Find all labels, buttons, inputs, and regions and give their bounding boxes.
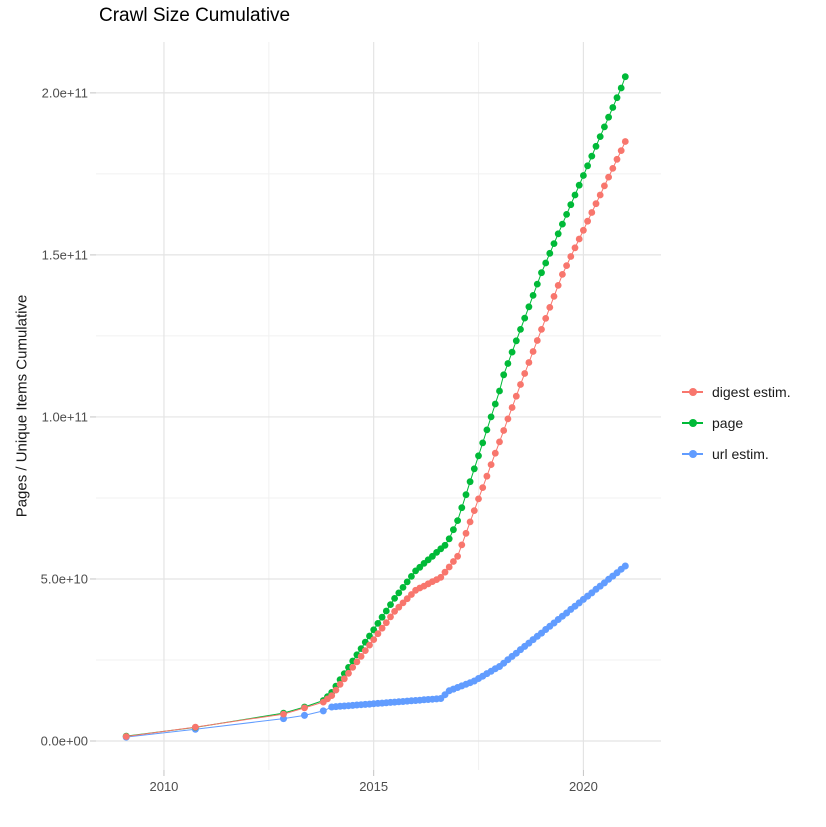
- x-tick-label: 2010: [149, 779, 178, 794]
- legend-label: page: [712, 414, 744, 431]
- y-tick-label: 1.0e+11: [42, 409, 88, 424]
- series-digest-estim-: [122, 138, 629, 740]
- y-tick-label: 0.0e+00: [41, 733, 88, 748]
- legend-item-digest-estim-: digest estim.: [682, 376, 791, 407]
- legend-key-icon: [682, 386, 703, 397]
- series-page: [122, 73, 629, 740]
- axis-ticks: [90, 92, 584, 776]
- legend-item-url-estim-: url estim.: [682, 438, 791, 469]
- chart-title: Crawl Size Cumulative: [99, 5, 291, 26]
- legend-key-icon: [682, 448, 703, 459]
- legend: digest estim. page url estim.: [682, 376, 791, 469]
- axis-labels: 2010 2015 2020 0.0e+00 5.0e+10 1.0e+11 1.5e+11…: [41, 85, 598, 794]
- x-tick-label: 2015: [359, 779, 388, 794]
- gridlines-major: [96, 42, 661, 770]
- legend-label: digest estim.: [712, 383, 791, 400]
- legend-label: url estim.: [712, 445, 769, 462]
- y-tick-label: 5.0e+10: [41, 571, 88, 586]
- x-tick-label: 2020: [569, 779, 598, 794]
- series-url-estim-: [122, 562, 629, 741]
- legend-item-page: page: [682, 407, 791, 438]
- y-tick-label: 2.0e+11: [42, 85, 88, 100]
- gridlines-minor: [96, 42, 661, 770]
- y-tick-label: 1.5e+11: [42, 247, 88, 262]
- legend-key-icon: [682, 417, 703, 428]
